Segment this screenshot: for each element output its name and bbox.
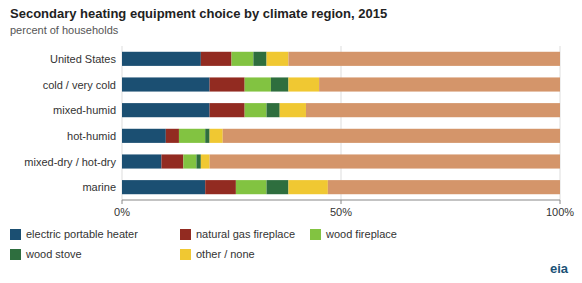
bar-segment — [267, 103, 280, 117]
bar-segment — [122, 77, 210, 91]
category-label: mixed-humid — [53, 104, 116, 116]
annotation: eia — [550, 261, 569, 276]
x-axis-line — [122, 200, 560, 201]
grid-line — [560, 46, 561, 200]
grid-line — [341, 46, 342, 200]
bar-segment — [245, 103, 267, 117]
legend-swatch — [310, 229, 321, 240]
category-label: cold / very cold — [43, 79, 116, 91]
bar-segment — [267, 52, 289, 66]
bar-segment — [223, 129, 560, 143]
bar-segment — [232, 52, 254, 66]
x-tick-label: 100% — [546, 206, 574, 218]
legend-swatch — [180, 249, 191, 260]
legend-label: electric portable heater — [26, 228, 138, 240]
legend-label: wood fireplace — [325, 228, 397, 240]
legend-swatch — [10, 229, 21, 240]
bar-segment — [271, 77, 289, 91]
bar-segment — [161, 154, 183, 168]
bar-segment — [205, 180, 236, 194]
subtitle: percent of households — [10, 24, 119, 36]
bar-segment — [306, 103, 560, 117]
grid-line — [122, 46, 123, 200]
category-label: United States — [50, 53, 117, 65]
legend-label: other / none — [196, 248, 255, 260]
bar-segment — [122, 154, 161, 168]
x-tick — [341, 200, 342, 204]
legend-label: natural gas fireplace — [196, 228, 295, 240]
bar-segment — [253, 52, 266, 66]
category-label: hot-humid — [67, 130, 116, 142]
bar-segment — [245, 77, 271, 91]
bar-segment — [210, 154, 560, 168]
bar-segment — [210, 129, 223, 143]
bar-segment — [210, 77, 245, 91]
bar-segment — [122, 103, 210, 117]
legend-swatch — [180, 229, 191, 240]
bar-segment — [319, 77, 560, 91]
legend-label: wood stove — [25, 248, 82, 260]
chart-svg: Secondary heating equipment choice by cl… — [0, 0, 582, 283]
bar-segment — [201, 154, 210, 168]
bar-segment — [210, 103, 245, 117]
bar-segment — [201, 52, 232, 66]
bar-segment — [122, 180, 205, 194]
bar-segment — [267, 180, 289, 194]
bar-segment — [166, 129, 179, 143]
bar-segment — [288, 180, 327, 194]
bar-segment — [328, 180, 560, 194]
bar-segment — [122, 52, 201, 66]
bar-segment — [196, 154, 200, 168]
bar-segment — [288, 52, 560, 66]
bar-segment — [179, 129, 205, 143]
bar-segment — [288, 77, 319, 91]
x-tick-label: 0% — [114, 206, 130, 218]
x-tick — [560, 200, 561, 204]
bars — [122, 52, 560, 194]
category-label: mixed-dry / hot-dry — [24, 156, 116, 168]
bar-segment — [205, 129, 209, 143]
bar-segment — [236, 180, 267, 194]
bar-segment — [122, 129, 166, 143]
bar-segment — [183, 154, 196, 168]
x-tick-label: 50% — [330, 206, 352, 218]
chart-container: Secondary heating equipment choice by cl… — [0, 0, 582, 283]
title: Secondary heating equipment choice by cl… — [10, 6, 387, 21]
x-tick — [122, 200, 123, 204]
legend-swatch — [10, 249, 21, 260]
category-label: marine — [82, 181, 116, 193]
bar-segment — [280, 103, 306, 117]
